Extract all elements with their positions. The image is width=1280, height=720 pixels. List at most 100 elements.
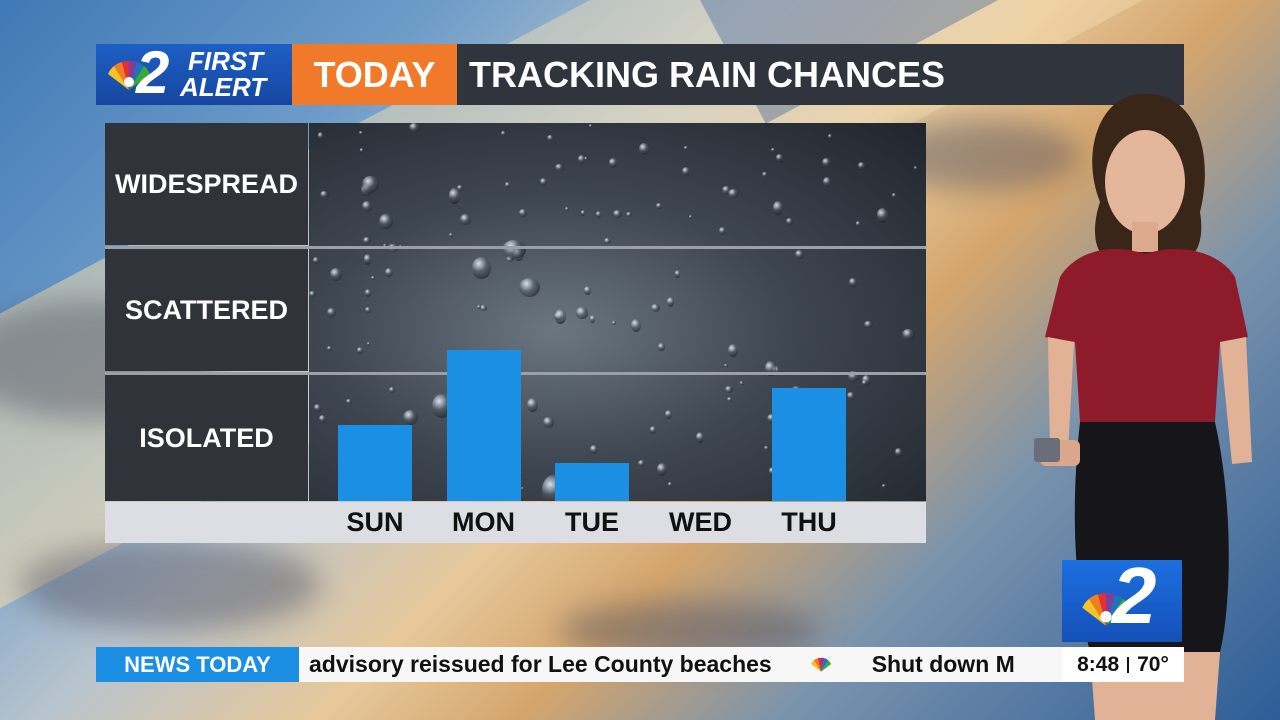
raindrop: [681, 167, 690, 177]
raindrop: [583, 156, 588, 161]
raindrop: [456, 184, 464, 191]
raindrop: [724, 386, 734, 394]
raindrop: [578, 155, 586, 165]
logo-alert-text: ALERT: [180, 72, 267, 102]
raindrop: [501, 240, 526, 260]
raindrop: [389, 386, 395, 394]
raindrop: [649, 426, 656, 434]
raindrop: [776, 154, 783, 163]
raindrop: [313, 256, 319, 265]
raindrop: [821, 157, 831, 167]
raindrop: [876, 208, 889, 224]
raindrop: [365, 307, 371, 313]
gridline: [105, 246, 926, 249]
x-tick-label: SUN: [346, 507, 404, 537]
raindrop: [625, 211, 633, 218]
x-tick-label: WED: [669, 507, 732, 537]
raindrop: [718, 227, 726, 236]
raindrop: [664, 409, 673, 420]
divider: [1127, 656, 1130, 673]
raindrop: [409, 123, 420, 133]
raindrop: [384, 268, 393, 278]
level-label-isolated: ISOLATED: [105, 375, 308, 501]
raindrop: [770, 147, 775, 152]
level-label-widespread: WIDESPREAD: [105, 123, 308, 245]
raindrop: [472, 256, 492, 279]
raindrop: [771, 365, 781, 375]
x-tick-label: THU: [781, 507, 837, 537]
raindrop: [721, 185, 731, 194]
raindrop: [785, 218, 793, 225]
graphic-title: TRACKING RAIN CHANCES: [457, 44, 1184, 105]
raindrop: [603, 237, 611, 245]
raindrop: [847, 391, 855, 400]
raindrop: [504, 182, 511, 188]
raindrop: [762, 172, 768, 178]
bar-tue: [555, 463, 629, 501]
raindrop: [638, 142, 649, 155]
graphic-header: 2 FIRST ALERT TODAY TRACKING RAIN CHANCE…: [96, 39, 1184, 106]
raindrop: [356, 347, 363, 354]
raindrop: [613, 210, 623, 218]
raindrop: [650, 304, 660, 313]
raindrop: [449, 233, 454, 237]
raindrop: [656, 203, 662, 209]
x-tick-label: MON: [452, 507, 515, 537]
ticker-headline: advisory reissued for Lee County beaches: [309, 651, 772, 677]
level-label-scattered: SCATTERED: [105, 249, 308, 371]
station-logo: 2: [1062, 554, 1182, 642]
raindrop: [658, 342, 666, 352]
raindrop: [460, 213, 472, 225]
raindrop: [589, 445, 599, 455]
raindrop: [379, 213, 394, 230]
meteorologist: [1034, 93, 1252, 720]
raindrop: [902, 329, 916, 341]
raindrop: [317, 131, 324, 140]
raindrop: [828, 133, 833, 139]
raindrop: [364, 289, 371, 297]
raindrop: [576, 307, 588, 319]
raindrop: [667, 481, 673, 488]
raindrop: [589, 315, 596, 323]
raindrop: [555, 309, 566, 324]
raindrop: [479, 304, 487, 311]
logo-number: 2: [136, 39, 170, 106]
raindrop: [764, 446, 769, 450]
peacock-icon: [108, 60, 150, 90]
raindrop: [371, 276, 376, 281]
clock-time: 8:48: [1077, 652, 1120, 676]
raindrop: [501, 131, 506, 137]
bar-mon: [446, 349, 521, 501]
x-tick-label: TUE: [565, 507, 619, 537]
raindrop: [611, 321, 617, 326]
raindrop: [564, 206, 569, 211]
raindrop: [518, 278, 541, 298]
raindrop: [546, 134, 554, 142]
raindrop: [506, 255, 515, 263]
time-temp-readout: 8:48 70°: [1062, 647, 1184, 682]
raindrop: [326, 346, 332, 351]
raindrop: [539, 178, 547, 186]
bar-thu: [772, 387, 846, 501]
raindrop: [402, 410, 418, 426]
ticker-crawl: advisory reissued for Lee County beaches…: [299, 647, 1062, 682]
raindrop: [696, 431, 705, 443]
logo-first-text: FIRST: [188, 46, 264, 76]
raindrop: [858, 162, 866, 171]
raindrop: [526, 398, 538, 412]
raindrop: [596, 210, 602, 218]
raindrop: [895, 448, 902, 457]
news-ticker: NEWS TODAY advisory reissued for Lee Cou…: [96, 647, 1184, 682]
raindrop: [795, 249, 805, 259]
segment-label: TODAY: [292, 44, 457, 105]
raindrop: [724, 363, 728, 368]
raindrop: [727, 344, 739, 358]
raindrop: [864, 320, 873, 329]
raindrop: [520, 486, 524, 491]
raindrop: [684, 146, 688, 150]
raindrop: [366, 342, 371, 346]
raindrop: [656, 462, 668, 477]
raindrop: [630, 319, 642, 333]
raindrop: [588, 124, 592, 128]
cloud: [20, 540, 320, 630]
